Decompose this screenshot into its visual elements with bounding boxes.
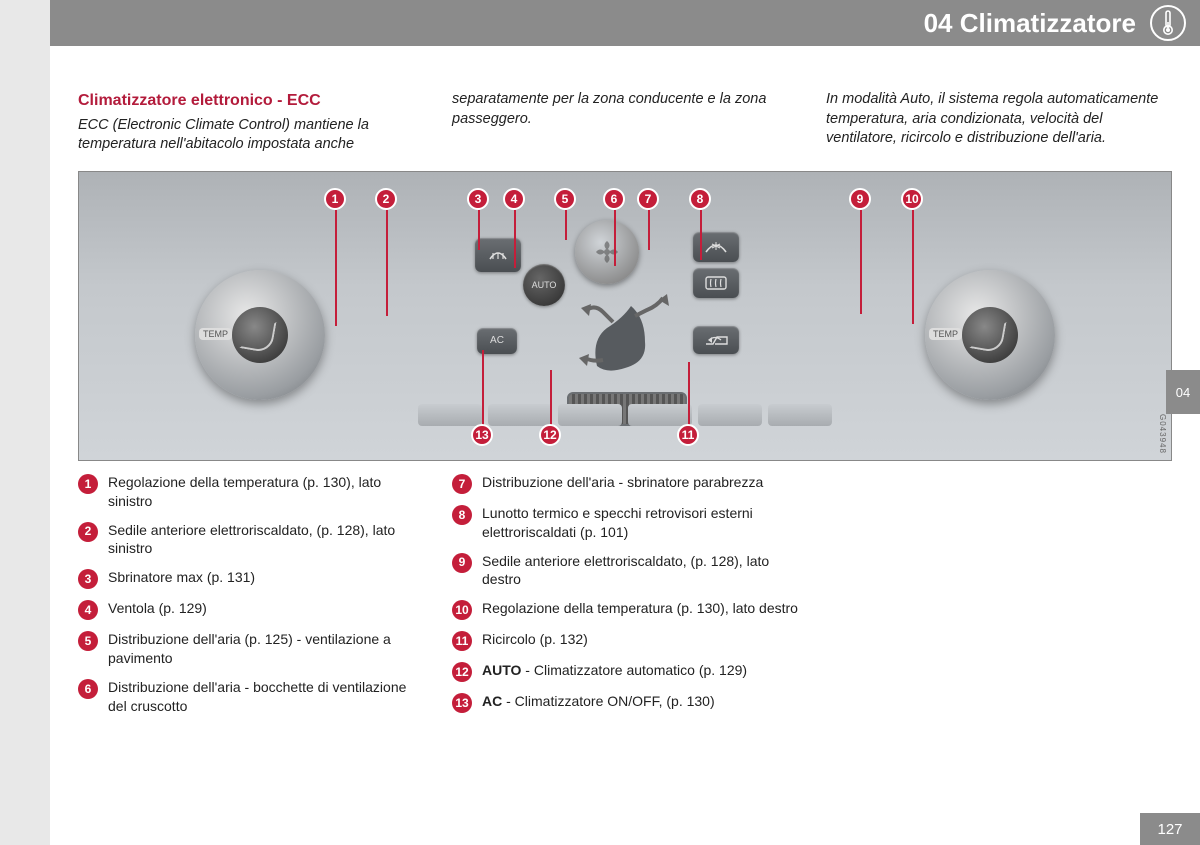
legend-text: Sedile anteriore elettroriscaldato, (p. … — [108, 521, 424, 559]
legend-number: 1 — [78, 474, 98, 494]
chapter-title: 04 Climatizzatore — [924, 8, 1136, 39]
legend-item-13: 13 AC - Climatizzatore ON/OFF, (p. 130) — [452, 692, 798, 713]
callout-12: 12 — [539, 424, 561, 446]
intro-col-3: In modalità Auto, il sistema regola auto… — [826, 90, 1172, 155]
legend-item-11: 11 Ricircolo (p. 132) — [452, 630, 798, 651]
legend-item-5: 5 Distribuzione dell'aria (p. 125) - vent… — [78, 630, 424, 668]
legend-number: 2 — [78, 522, 98, 542]
legend-number: 11 — [452, 631, 472, 651]
legend-item-2: 2 Sedile anteriore elettroriscaldato, (p.… — [78, 521, 424, 559]
legend-item-12: 12 AUTO - Climatizzatore automatico (p. 1… — [452, 661, 798, 682]
rear-defrost-button — [693, 268, 739, 298]
legend-number: 3 — [78, 569, 98, 589]
callout-7: 7 — [637, 188, 659, 210]
legend-text: Sbrinatore max (p. 131) — [108, 568, 255, 587]
callout-9: 9 — [849, 188, 871, 210]
temp-dial-right: TEMP — [925, 270, 1055, 400]
callout-4: 4 — [503, 188, 525, 210]
callout-8: 8 — [689, 188, 711, 210]
callout-6: 6 — [603, 188, 625, 210]
legend-item-6: 6 Distribuzione dell'aria - bocchette di … — [78, 678, 424, 716]
callout-11: 11 — [677, 424, 699, 446]
intro-col-1: Climatizzatore elettronico - ECC ECC (El… — [78, 90, 424, 155]
legend-col-left: 1 Regolazione della temperatura (p. 130),… — [78, 473, 424, 726]
legend-number: 6 — [78, 679, 98, 699]
legend-number: 7 — [452, 474, 472, 494]
legend-item-9: 9 Sedile anteriore elettroriscaldato, (p.… — [452, 552, 798, 590]
callout-5: 5 — [554, 188, 576, 210]
climate-panel-diagram: TEMP TEMP AUTO AC — [78, 171, 1172, 461]
temp-dial-left: TEMP — [195, 270, 325, 400]
legend-col-right: 7 Distribuzione dell'aria - sbrinatore pa… — [452, 473, 798, 726]
callout-1: 1 — [324, 188, 346, 210]
legend-col-spacer — [826, 473, 1172, 726]
intro-col-2: separatamente per la zona conducente e l… — [452, 90, 798, 155]
bottom-button-strip — [385, 404, 865, 426]
legend-text: Ventola (p. 129) — [108, 599, 207, 618]
chapter-header: 04 Climatizzatore — [50, 0, 1200, 46]
page: 04 Climatizzatore Climatizzatore elettro… — [50, 0, 1200, 845]
legend-number: 12 — [452, 662, 472, 682]
auto-button: AUTO — [523, 264, 565, 306]
legend-text: Regolazione della temperatura (p. 130), … — [108, 473, 424, 511]
legend-text: Distribuzione dell'aria (p. 125) - venti… — [108, 630, 424, 668]
intro-columns: Climatizzatore elettronico - ECC ECC (El… — [78, 90, 1172, 155]
legend: 1 Regolazione della temperatura (p. 130),… — [78, 473, 1172, 726]
legend-text: Ricircolo (p. 132) — [482, 630, 588, 649]
image-code: G043948 — [1158, 414, 1167, 454]
climate-panel: TEMP TEMP AUTO AC — [385, 200, 865, 430]
intro-text-2: separatamente per la zona conducente e l… — [452, 90, 798, 129]
legend-number: 4 — [78, 600, 98, 620]
recirculation-button — [693, 326, 739, 354]
legend-item-3: 3 Sbrinatore max (p. 131) — [78, 568, 424, 589]
legend-item-7: 7 Distribuzione dell'aria - sbrinatore pa… — [452, 473, 798, 494]
temp-label-right: TEMP — [929, 328, 962, 340]
legend-item-1: 1 Regolazione della temperatura (p. 130),… — [78, 473, 424, 511]
legend-item-8: 8 Lunotto termico e specchi retrovisori e… — [452, 504, 798, 542]
fan-dial — [575, 220, 639, 284]
callout-2: 2 — [375, 188, 397, 210]
section-title: Climatizzatore elettronico - ECC — [78, 90, 424, 112]
legend-item-10: 10 Regolazione della temperatura (p. 130)… — [452, 599, 798, 620]
legend-number: 10 — [452, 600, 472, 620]
legend-text: Distribuzione dell'aria - bocchette di v… — [108, 678, 424, 716]
legend-number: 8 — [452, 505, 472, 525]
chapter-tab: 04 — [1166, 370, 1200, 414]
content-area: Climatizzatore elettronico - ECC ECC (El… — [50, 46, 1200, 726]
legend-number: 9 — [452, 553, 472, 573]
thermometer-icon — [1150, 5, 1186, 41]
legend-text: Regolazione della temperatura (p. 130), … — [482, 599, 798, 618]
callout-10: 10 — [901, 188, 923, 210]
intro-text-1: ECC (Electronic Climate Control) mantien… — [78, 116, 424, 155]
legend-text: Distribuzione dell'aria - sbrinatore par… — [482, 473, 763, 492]
callout-3: 3 — [467, 188, 489, 210]
legend-item-4: 4 Ventola (p. 129) — [78, 599, 424, 620]
legend-number: 13 — [452, 693, 472, 713]
legend-text: Sedile anteriore elettroriscaldato, (p. … — [482, 552, 798, 590]
legend-number: 5 — [78, 631, 98, 651]
temp-label-left: TEMP — [199, 328, 232, 340]
legend-text: AC - Climatizzatore ON/OFF, (p. 130) — [482, 692, 715, 711]
legend-text: Lunotto termico e specchi retrovisori es… — [482, 504, 798, 542]
legend-text: AUTO - Climatizzatore automatico (p. 129… — [482, 661, 747, 680]
page-number: 127 — [1140, 813, 1200, 845]
intro-text-3: In modalità Auto, il sistema regola auto… — [826, 90, 1172, 149]
air-distribution-seat — [567, 288, 687, 378]
callout-13: 13 — [471, 424, 493, 446]
